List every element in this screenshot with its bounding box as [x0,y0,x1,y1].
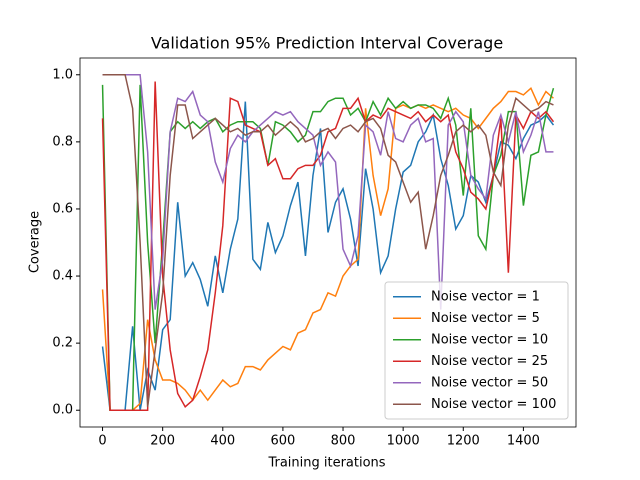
x-tick-label: 200 [150,434,175,449]
legend-label: Noise vector = 1 [431,289,540,304]
series-line [102,74,554,407]
series-line [101,81,555,411]
y-tick-label: 0.2 [52,336,73,351]
y-tick-label: 1.0 [52,67,73,82]
x-axis-label: Training iterations [267,456,385,471]
legend-label: Noise vector = 50 [431,375,548,390]
plot-frame [79,57,577,428]
chart-title: Validation 95% Prediction Interval Cover… [151,34,503,53]
series-line [101,86,554,411]
x-tick-label: 800 [331,434,356,449]
legend-label: Noise vector = 10 [431,332,548,347]
y-tick-label: 0.0 [52,403,73,418]
legend-label: Noise vector = 5 [431,311,540,326]
x-tick-label: 0 [98,434,106,449]
series-line [101,101,555,411]
y-axis-label: Coverage [28,211,43,273]
legend-label: Noise vector = 100 [431,397,556,412]
x-tick-label: 1200 [447,434,480,449]
x-tick-label: 1400 [507,434,540,449]
x-tick-label: 600 [270,434,295,449]
legend-box [384,281,569,420]
x-tick-label: 400 [210,434,235,449]
series-line [101,84,555,411]
x-tick-label: 1000 [387,434,420,449]
legend-label: Noise vector = 25 [431,354,548,369]
y-tick-label: 0.4 [52,269,73,284]
series-line [102,74,554,310]
y-tick-label: 0.6 [52,201,73,216]
y-tick-label: 0.8 [52,134,73,149]
